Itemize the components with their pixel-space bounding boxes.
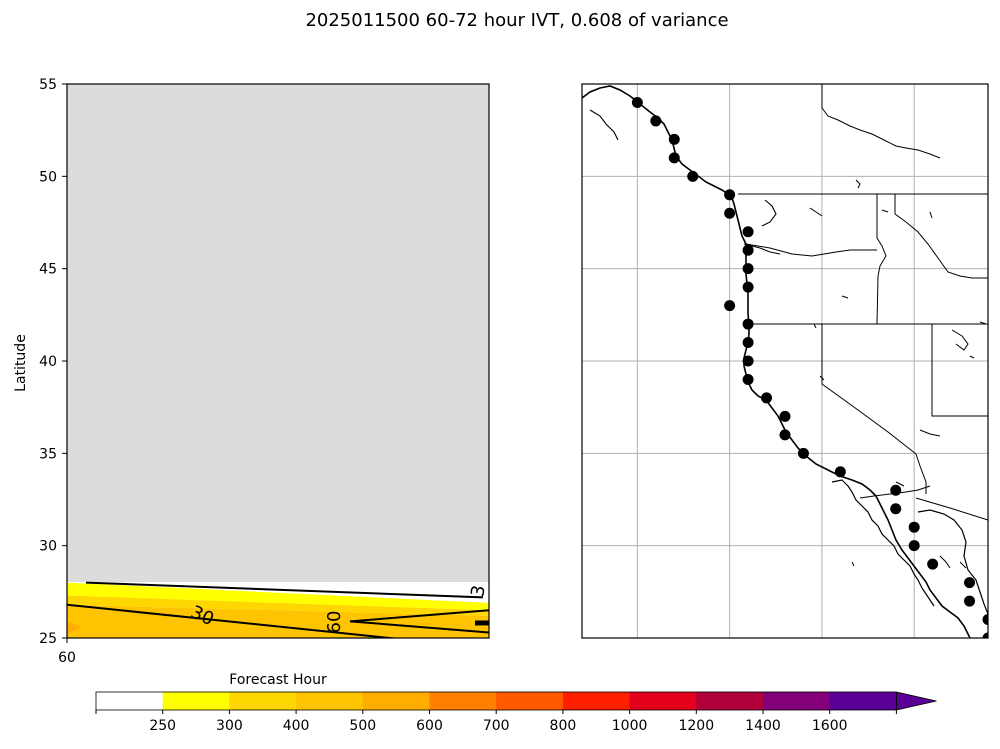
- colorbar-segment: [763, 692, 831, 710]
- coastal-point: [927, 558, 939, 570]
- coastal-point: [724, 189, 736, 201]
- colorbar: 250 300 400 500 600 700 800 1000 1200 1400 1600: [95, 691, 937, 734]
- colorbar-segment: [362, 692, 430, 710]
- colorbar-segment: [162, 692, 230, 710]
- coastal-point: [742, 244, 754, 256]
- colorbar-tick-label: 800: [550, 718, 577, 734]
- colorbar-segment: [829, 692, 897, 710]
- missing-data-region: [67, 84, 489, 582]
- colorbar-segment: [496, 692, 564, 710]
- x-tick-label: 60: [58, 650, 76, 666]
- ivt-filled-band: [67, 582, 489, 611]
- coastal-point: [742, 281, 754, 293]
- coastal-point: [742, 263, 754, 275]
- colorbar-segment: [696, 692, 764, 710]
- coastal-point: [742, 355, 754, 367]
- coastal-point: [724, 300, 736, 312]
- y-tick-label: 55: [39, 77, 57, 93]
- coastal-point: [779, 410, 791, 422]
- coastal-point: [964, 595, 976, 607]
- coastal-point: [650, 115, 662, 127]
- y-tick-label: 40: [39, 354, 57, 370]
- ivt-filled-band: [67, 595, 489, 616]
- colorbar-tick-label: 500: [349, 718, 376, 734]
- coastal-point: [908, 540, 920, 552]
- colorbar-segment: [229, 692, 297, 710]
- colorbar-tick-label: 300: [216, 718, 243, 734]
- contour-line: [67, 603, 400, 638]
- colorbar-segment: [296, 692, 364, 710]
- coastal-point: [687, 170, 699, 182]
- y-tick-label: 25: [39, 631, 57, 647]
- contour-line: [349, 609, 489, 623]
- colorbar-tick-label: 1000: [612, 718, 648, 734]
- colorbar-tick-label: 250: [149, 718, 176, 734]
- coastal-point: [631, 96, 643, 108]
- coastal-point: [982, 632, 988, 638]
- coastal-point: [834, 466, 846, 478]
- coastal-point: [797, 447, 809, 459]
- coastal-point: [964, 577, 976, 589]
- coastal-point: [982, 614, 988, 626]
- x-axis-label: Forecast Hour: [229, 672, 327, 688]
- colorbar-tick-label: 1200: [678, 718, 714, 734]
- y-tick-label: 50: [39, 169, 57, 185]
- contour-label: 60: [324, 611, 345, 634]
- colorbar-tick-label: 400: [283, 718, 310, 734]
- y-tick-label: 45: [39, 262, 57, 278]
- y-tick-label: 30: [39, 539, 57, 555]
- colorbar-segment: [629, 692, 697, 710]
- colorbar-segment: [429, 692, 497, 710]
- coastal-point: [890, 503, 902, 515]
- y-tick-label: 35: [39, 446, 57, 462]
- colorbar-tick-label: 1600: [812, 718, 848, 734]
- coastal-point: [668, 133, 680, 145]
- colorbar-segment: [562, 692, 631, 710]
- figure-title: 2025011500 60-72 hour IVT, 0.608 of vari…: [305, 10, 728, 31]
- coastal-point: [668, 152, 680, 164]
- map-frame: [581, 83, 989, 639]
- coastal-point: [761, 392, 773, 404]
- colorbar-segment: [96, 692, 164, 710]
- colorbar-extend-arrow: [896, 691, 937, 711]
- coastal-point: [742, 337, 754, 349]
- map-panel: [581, 83, 989, 639]
- contour-line: [85, 581, 484, 599]
- borders: [738, 84, 988, 521]
- coastal-point: [742, 318, 754, 330]
- coastal-point: [890, 484, 902, 496]
- lakes: [809, 179, 987, 569]
- coastal-point: [908, 521, 920, 533]
- contour-label: 3: [467, 584, 490, 599]
- colorbar-tick-label: 600: [416, 718, 443, 734]
- contour-line: [475, 620, 489, 626]
- ivt-filled-band: [67, 621, 81, 635]
- contour-line: [349, 620, 489, 634]
- coastal-point: [742, 226, 754, 238]
- colorbar-tick-label: 700: [483, 718, 510, 734]
- coastal-point: [724, 207, 736, 219]
- ivt-filled-band: [67, 604, 489, 638]
- coastal-point: [779, 429, 791, 441]
- y-axis-label: Latitude: [13, 334, 29, 392]
- colorbar-tick-label: 1400: [745, 718, 781, 734]
- coastal-point: [742, 373, 754, 385]
